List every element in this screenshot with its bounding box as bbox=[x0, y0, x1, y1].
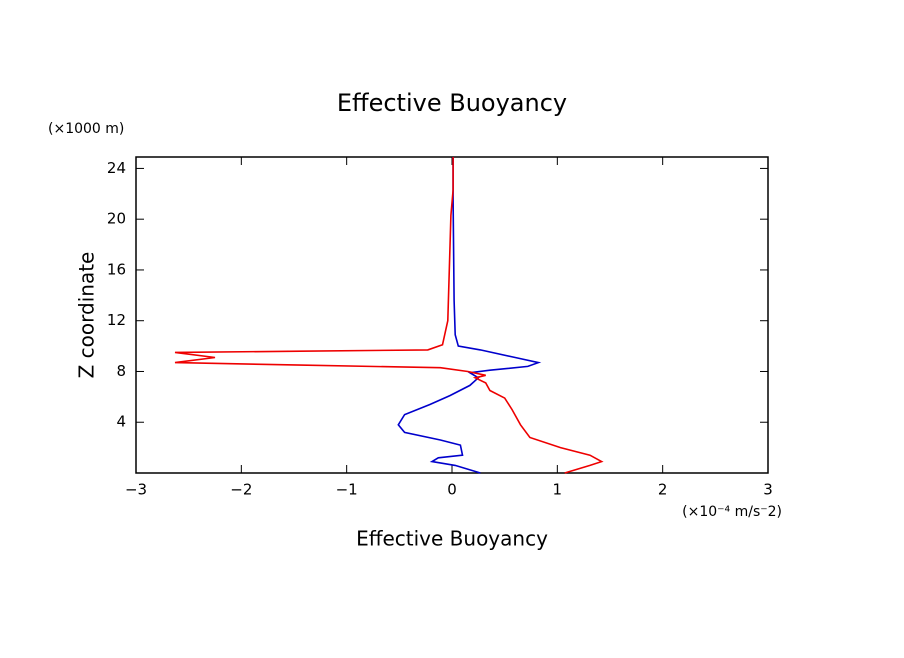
x-tick-label: 0 bbox=[447, 481, 457, 499]
x-unit: (×10⁻⁴ m/s⁻2) bbox=[682, 504, 782, 520]
x-tick-label: −3 bbox=[125, 481, 147, 499]
y-tick-label: 8 bbox=[116, 362, 126, 380]
x-tick-label: 2 bbox=[658, 481, 668, 499]
line bbox=[397, 157, 542, 474]
y-unit: (×1000 m) bbox=[48, 121, 124, 137]
line bbox=[174, 157, 604, 474]
x-tick-label: −2 bbox=[230, 481, 252, 499]
y-tick-label: 20 bbox=[107, 210, 126, 228]
x-tick-label: 1 bbox=[553, 481, 563, 499]
y-tick-label: 16 bbox=[107, 260, 126, 278]
y-tick-label: 12 bbox=[107, 311, 126, 329]
x-tick-label: −1 bbox=[336, 481, 358, 499]
y-tick-label: 24 bbox=[107, 159, 126, 177]
y-axis-label: Z coordinate bbox=[75, 252, 99, 379]
x-tick-label: 3 bbox=[763, 481, 773, 499]
x-axis-label: Effective Buoyancy bbox=[356, 527, 548, 551]
y-tick-label: 4 bbox=[116, 413, 126, 431]
chart-title: Effective Buoyancy bbox=[337, 89, 567, 117]
